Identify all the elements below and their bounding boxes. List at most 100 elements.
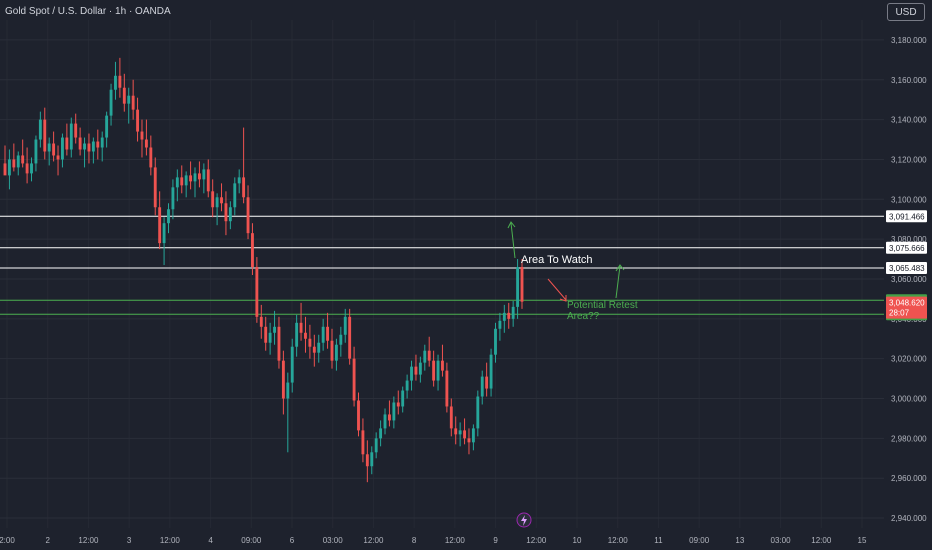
candle[interactable] bbox=[16, 151, 20, 176]
candle[interactable] bbox=[507, 302, 511, 329]
candle[interactable] bbox=[167, 203, 170, 234]
candle[interactable] bbox=[449, 398, 453, 437]
candle[interactable] bbox=[215, 193, 219, 226]
candle[interactable] bbox=[30, 157, 33, 182]
candle[interactable] bbox=[91, 137, 95, 164]
candle[interactable] bbox=[206, 159, 210, 198]
candle[interactable] bbox=[189, 161, 193, 190]
candle[interactable] bbox=[290, 338, 294, 393]
candle[interactable] bbox=[432, 350, 436, 387]
candle[interactable] bbox=[246, 185, 250, 240]
candle[interactable] bbox=[467, 428, 471, 455]
candle[interactable] bbox=[365, 440, 369, 483]
candle[interactable] bbox=[242, 127, 246, 204]
candle[interactable] bbox=[144, 119, 148, 156]
candle[interactable] bbox=[237, 169, 241, 194]
candle[interactable] bbox=[330, 328, 334, 369]
candle[interactable] bbox=[193, 167, 197, 198]
candle[interactable] bbox=[3, 145, 7, 176]
candle[interactable] bbox=[83, 137, 86, 168]
candle[interactable] bbox=[502, 304, 506, 333]
candle[interactable] bbox=[202, 163, 206, 194]
candle[interactable] bbox=[7, 149, 11, 190]
candle[interactable] bbox=[489, 348, 493, 397]
candle[interactable] bbox=[348, 308, 352, 365]
candle[interactable] bbox=[454, 416, 458, 445]
candle[interactable] bbox=[361, 418, 365, 463]
candle[interactable] bbox=[308, 324, 312, 359]
candle[interactable] bbox=[295, 314, 299, 357]
candle[interactable] bbox=[175, 169, 179, 202]
candle[interactable] bbox=[458, 422, 462, 447]
candle[interactable] bbox=[286, 372, 290, 453]
candle[interactable] bbox=[326, 312, 330, 349]
candle[interactable] bbox=[334, 338, 338, 371]
candle[interactable] bbox=[114, 61, 117, 100]
candle[interactable] bbox=[370, 446, 374, 475]
candle[interactable] bbox=[516, 259, 520, 319]
candle[interactable] bbox=[379, 420, 383, 447]
candle[interactable] bbox=[131, 79, 135, 120]
candle[interactable] bbox=[74, 113, 78, 144]
candle[interactable] bbox=[140, 119, 144, 158]
candle[interactable] bbox=[476, 390, 480, 437]
candle[interactable] bbox=[255, 257, 259, 323]
candle[interactable] bbox=[277, 316, 281, 369]
candle[interactable] bbox=[61, 133, 64, 168]
candle[interactable] bbox=[100, 131, 104, 162]
candle[interactable] bbox=[520, 259, 524, 309]
candle[interactable] bbox=[405, 374, 409, 399]
candle[interactable] bbox=[149, 135, 153, 176]
candle[interactable] bbox=[511, 300, 515, 327]
candle[interactable] bbox=[445, 362, 449, 413]
candle[interactable] bbox=[56, 145, 60, 176]
candle[interactable] bbox=[228, 201, 232, 230]
candle[interactable] bbox=[43, 107, 47, 160]
candle[interactable] bbox=[162, 217, 166, 266]
candle[interactable] bbox=[304, 316, 307, 353]
candle[interactable] bbox=[109, 83, 113, 126]
candle[interactable] bbox=[96, 129, 100, 160]
candle[interactable] bbox=[494, 322, 497, 363]
candle[interactable] bbox=[259, 304, 263, 339]
candle[interactable] bbox=[321, 318, 325, 351]
candle[interactable] bbox=[401, 386, 405, 413]
candle[interactable] bbox=[158, 191, 162, 250]
candle[interactable] bbox=[268, 322, 272, 355]
candle[interactable] bbox=[78, 127, 82, 156]
candle[interactable] bbox=[87, 133, 91, 164]
candle[interactable] bbox=[25, 147, 29, 184]
candle[interactable] bbox=[436, 354, 440, 391]
candle[interactable] bbox=[105, 111, 109, 148]
candle[interactable] bbox=[65, 123, 69, 156]
candle[interactable] bbox=[127, 87, 131, 124]
candle[interactable] bbox=[273, 310, 276, 345]
candle[interactable] bbox=[357, 392, 360, 437]
candle[interactable] bbox=[153, 157, 157, 216]
candle[interactable] bbox=[118, 57, 122, 98]
lightning-icon[interactable] bbox=[516, 512, 532, 528]
candle[interactable] bbox=[423, 344, 427, 371]
candle[interactable] bbox=[197, 161, 201, 188]
candle[interactable] bbox=[281, 350, 285, 415]
candle[interactable] bbox=[52, 131, 56, 162]
candle[interactable] bbox=[463, 418, 466, 445]
candle[interactable] bbox=[485, 362, 489, 397]
candle[interactable] bbox=[12, 143, 16, 172]
candle[interactable] bbox=[418, 356, 422, 383]
currency-button[interactable]: USD bbox=[887, 3, 925, 21]
candle[interactable] bbox=[34, 135, 38, 172]
candle[interactable] bbox=[220, 183, 223, 212]
candle[interactable] bbox=[471, 424, 475, 451]
candle[interactable] bbox=[21, 139, 25, 168]
candle[interactable] bbox=[374, 432, 378, 459]
candle[interactable] bbox=[264, 316, 268, 351]
candle[interactable] bbox=[211, 179, 215, 218]
candle[interactable] bbox=[317, 334, 321, 363]
candle[interactable] bbox=[69, 117, 73, 158]
candle[interactable] bbox=[427, 336, 431, 367]
candle[interactable] bbox=[299, 302, 303, 341]
candle[interactable] bbox=[312, 334, 316, 367]
candle[interactable] bbox=[352, 346, 356, 407]
